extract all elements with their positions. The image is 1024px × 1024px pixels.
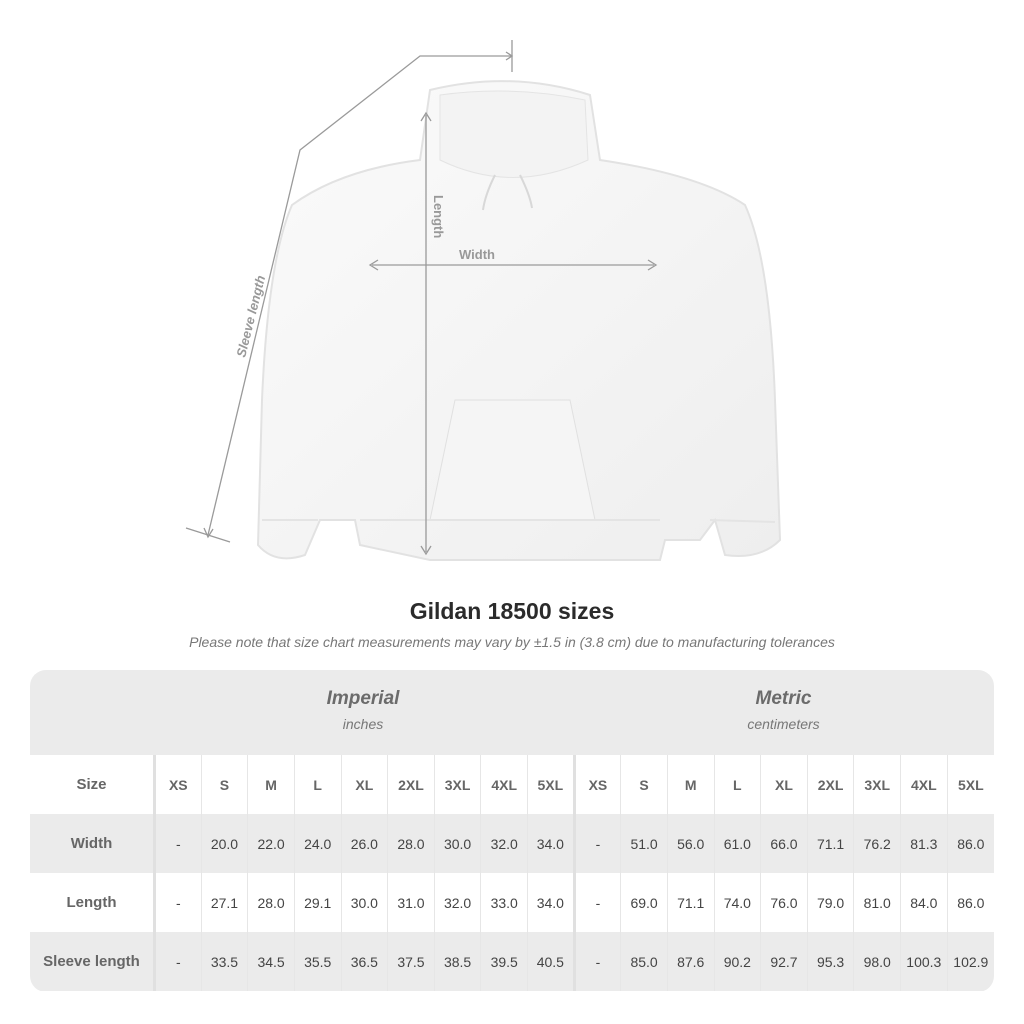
metric-value-cell: 71.1 [666,873,714,932]
imperial-value-cell: 27.1 [200,873,248,932]
metric-value-cell: - [572,932,621,991]
sleeve-length-label: Sleeve length [233,274,268,359]
imperial-value-cell: 31.0 [387,873,435,932]
metric-value-cell: 69.0 [620,873,668,932]
length-label: Length [431,195,446,238]
metric-value-cell: 66.0 [760,814,808,873]
metric-value-cell: 92.7 [760,932,808,991]
imperial-size-l: L [293,755,341,814]
imperial-heading: Imperial [326,688,400,709]
imperial-value-cell: 37.5 [387,932,435,991]
unit-header-band: Imperial inches Metric centimeters [30,670,994,755]
row-label: Width [70,835,113,852]
imperial-value-cell: 20.0 [200,814,248,873]
metric-header: Metric centimeters [573,688,994,732]
imperial-value-cell: 28.0 [387,814,435,873]
page-title: Gildan 18500 sizes [409,598,615,624]
metric-value-cell: 102.9 [946,932,994,991]
imperial-value-cell: 30.0 [340,873,388,932]
metric-unit: centimeters [747,716,820,732]
imperial-value-cell: 39.5 [480,932,528,991]
metric-size-s: S [620,755,668,814]
imperial-value-cell: 36.5 [340,932,388,991]
size-label: Size [76,776,107,793]
width-label: Width [459,247,495,262]
metric-size-xs: XS [572,755,621,814]
imperial-value-cell: 28.0 [247,873,295,932]
metric-size-2xl: 2XL [806,755,854,814]
metric-value-cell: 87.6 [666,932,714,991]
metric-value-cell: 74.0 [713,873,761,932]
imperial-size-5xl: 5XL [527,755,575,814]
metric-value-cell: 90.2 [713,932,761,991]
metric-size-5xl: 5XL [946,755,994,814]
metric-value-cell: 76.2 [853,814,901,873]
imperial-value-cell: - [153,873,202,932]
imperial-size-2xl: 2XL [387,755,435,814]
metric-value-cell: - [572,873,621,932]
imperial-value-cell: 40.5 [527,932,575,991]
size-header-row: Size XS S M L XL 2XL 3XL 4XL 5XL XS S M L XL 2XL 3XL 4XL 5… [30,755,994,814]
imperial-value-cell: 30.0 [433,814,481,873]
imperial-value-cell: 32.0 [480,814,528,873]
imperial-value-cell: 26.0 [340,814,388,873]
hoodie-shape [256,80,782,561]
table-row: Length -27.1 28.0 29.1 30.0 31.0 32.0 33.0 34.0-… [30,873,994,932]
imperial-size-3xl: 3XL [433,755,481,814]
metric-value-cell: 85.0 [620,932,668,991]
imperial-value-cell: 22.0 [247,814,295,873]
row-label: Length [66,894,117,911]
metric-value-cell: 61.0 [713,814,761,873]
metric-size-m: M [666,755,714,814]
imperial-value-cell: 32.0 [433,873,481,932]
imperial-value-cell: 33.5 [200,932,248,991]
metric-size-l: L [713,755,761,814]
metric-value-cell: 71.1 [806,814,854,873]
metric-size-xl: XL [760,755,808,814]
hoodie-illustration: Sleeve length Length Width [185,40,782,561]
imperial-size-4xl: 4XL [480,755,528,814]
imperial-size-xs: XS [153,755,202,814]
metric-value-cell: 79.0 [806,873,854,932]
metric-size-4xl: 4XL [900,755,948,814]
imperial-header: Imperial inches [153,688,573,732]
imperial-value-cell: 33.0 [480,873,528,932]
imperial-value-cell: 38.5 [433,932,481,991]
imperial-value-cell: 29.1 [293,873,341,932]
imperial-size-m: M [247,755,295,814]
table-row: Sleeve length -33.5 34.5 35.5 36.5 37.5 38.5 39… [30,932,994,991]
table-row: Width -20.0 22.0 24.0 26.0 28.0 30.0 32.0 34.0-5… [30,814,994,873]
tolerance-note: Please note that size chart measurements… [189,634,835,650]
imperial-size-s: S [200,755,248,814]
metric-value-cell: 76.0 [760,873,808,932]
metric-size-3xl: 3XL [853,755,901,814]
metric-value-cell: 86.0 [946,814,994,873]
imperial-value-cell: - [153,932,202,991]
metric-value-cell: 84.0 [900,873,948,932]
imperial-unit: inches [342,716,384,732]
metric-value-cell: 95.3 [806,932,854,991]
imperial-value-cell: - [153,814,202,873]
row-label: Sleeve length [43,953,140,970]
metric-value-cell: 56.0 [666,814,714,873]
metric-value-cell: 86.0 [946,873,994,932]
metric-value-cell: 98.0 [853,932,901,991]
imperial-value-cell: 34.0 [527,814,575,873]
metric-value-cell: 81.0 [853,873,901,932]
imperial-value-cell: 35.5 [293,932,341,991]
imperial-value-cell: 34.0 [527,873,575,932]
metric-value-cell: 51.0 [620,814,668,873]
imperial-size-xl: XL [340,755,388,814]
size-chart-table: Imperial inches Metric centimeters Size X… [30,670,994,992]
imperial-value-cell: 24.0 [293,814,341,873]
metric-value-cell: 81.3 [900,814,948,873]
metric-heading: Metric [755,688,812,709]
metric-value-cell: 100.3 [900,932,948,991]
imperial-value-cell: 34.5 [247,932,295,991]
size-table: Size XS S M L XL 2XL 3XL 4XL 5XL XS S M L XL 2XL 3XL 4XL 5… [30,755,994,991]
metric-value-cell: - [572,814,621,873]
